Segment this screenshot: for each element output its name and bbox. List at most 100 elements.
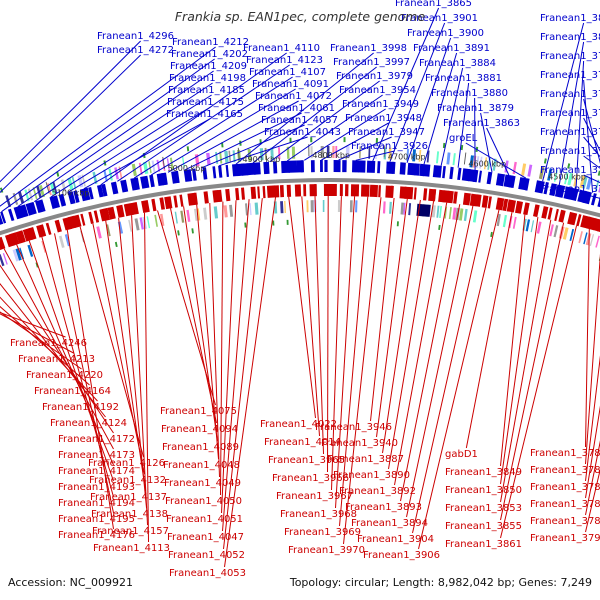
forward-gene-label: Franean1_3926 — [351, 141, 428, 152]
reverse-gene-label: Franean1_4048 — [163, 460, 240, 471]
genome-summary-text: Topology: circular; Length: 8,982,042 bp… — [289, 576, 592, 589]
forward-gene-label: Franean1_4272 — [97, 45, 174, 56]
reverse-gene-label: Franean1_4220 — [26, 370, 103, 381]
forward-gene-connector — [0, 40, 141, 183]
forward-gene-label: Franean1_3884 — [419, 58, 496, 69]
reverse-gene-connector — [0, 305, 90, 386]
reverse-gene-connector — [465, 212, 513, 449]
forward-gene-connector — [1, 58, 215, 213]
reverse-gene-label: Franean1_4172 — [58, 434, 135, 445]
reverse-gene-connector — [288, 196, 317, 419]
reverse-gene-label: Franean1_4051 — [166, 514, 243, 525]
forward-gene-connector — [542, 22, 585, 182]
reverse-gene-connector — [222, 199, 250, 532]
reverse-gene-label: Franean1_4094 — [161, 424, 238, 435]
reverse-gene-connector — [500, 219, 552, 503]
reverse-gene-connector — [400, 204, 461, 502]
forward-gene-connector — [465, 142, 527, 179]
reverse-gene-connector — [105, 220, 147, 492]
reverse-gene-label: Franean1_3940 — [321, 438, 398, 449]
reverse-gene-label: Franean1_4213 — [18, 354, 95, 365]
reverse-gene-label: Franean1_4047 — [167, 532, 244, 543]
reverse-gene-connector — [412, 207, 487, 534]
forward-gene-connector — [583, 98, 600, 164]
forward-gene-label: Franean1_3997 — [333, 57, 410, 68]
forward-gene-connector — [583, 79, 594, 193]
scale-label: 4600 kbp — [468, 159, 506, 168]
reverse-gene-label: Franean1_3887 — [327, 454, 404, 465]
reverse-gene-label: Franean1_4194 — [58, 498, 135, 509]
reverse-gene-label: gabD1 — [445, 449, 478, 460]
forward-gene-connector — [252, 66, 377, 164]
forward-gene-connector — [575, 60, 585, 189]
reverse-gene-connector — [500, 214, 526, 467]
reverse-gene-connector — [0, 311, 82, 370]
reverse-gene-label: Franean1_3853 — [445, 503, 522, 514]
reverse-gene-label: Franean1_4157 — [92, 526, 169, 537]
forward-gene-label: Franean1_3798 — [540, 51, 600, 62]
reverse-gene-connector — [221, 200, 237, 514]
reverse-gene-label: Franean1_4193 — [58, 482, 135, 493]
reverse-gene-connector — [0, 311, 66, 338]
reverse-gene-connector — [500, 217, 539, 485]
forward-gene-connector — [167, 100, 299, 173]
forward-gene-label: Franean1_3901 — [401, 13, 478, 24]
reverse-gene-label: Franean1_4195 — [58, 514, 135, 525]
accession-text: Accession: NC_009921 — [8, 576, 133, 589]
reverse-gene-connector — [376, 198, 408, 438]
reverse-gene-connector — [585, 228, 590, 448]
reverse-gene-label: Franean1_3968 — [280, 509, 357, 520]
reverse-gene-connector — [418, 209, 500, 550]
scale-label: 4500 kbp — [548, 173, 586, 182]
reverse-gene-label: Franean1_3969 — [284, 527, 361, 538]
reverse-gene-label: Franean1_4124 — [50, 418, 127, 429]
forward-gene-connector — [480, 112, 493, 173]
forward-gene-label: Franean1_4043 — [264, 127, 341, 138]
forward-gene-label: Franean1_4091 — [252, 79, 329, 90]
forward-gene-label: Franean1_3863 — [443, 118, 520, 129]
forward-gene-label: Franean1_3792 — [540, 127, 600, 138]
reverse-gene-label: Franean1_4176 — [58, 530, 135, 541]
reverse-gene-label: Franean1_3855 — [445, 521, 522, 532]
reverse-gene-label: Franean1_4014 — [264, 437, 341, 448]
forward-gene-connector — [150, 88, 296, 176]
forward-gene-label: Franean1_3791 — [540, 146, 600, 157]
reverse-gene-label: Franean1_4053 — [169, 568, 246, 579]
reverse-gene-label: Franean1_4137 — [90, 492, 167, 503]
reverse-gene-label: Franean1_3966 — [272, 473, 349, 484]
forward-gene-label: Franean1_4107 — [249, 67, 326, 78]
scale-label: 4800 kbp — [312, 151, 350, 160]
reverse-gene-label: Franean1_3970 — [288, 545, 365, 556]
forward-gene-connector — [321, 122, 389, 161]
reverse-gene-connector — [144, 212, 150, 543]
reverse-gene-label: Franean1_4126 — [88, 458, 165, 469]
reverse-gene-connector — [406, 205, 474, 518]
reverse-gene-connector — [183, 206, 219, 442]
forward-gene-label: Franean1_4209 — [170, 61, 247, 72]
forward-gene-label: Franean1_3795 — [540, 108, 600, 119]
reverse-gene-connector — [335, 196, 356, 509]
reverse-gene-label: Franean1_4050 — [165, 496, 242, 507]
reverse-gene-label: Franean1_3890 — [333, 470, 410, 481]
forward-gene-label: Franean1_4296 — [97, 31, 174, 42]
forward-gene-label: Franean1_4061 — [258, 103, 335, 114]
forward-gene-connector — [389, 22, 446, 162]
forward-gene-label: Franean1_3801 — [540, 13, 600, 24]
forward-gene-connector — [440, 67, 464, 166]
reverse-gene-label: Franean1_3965 — [268, 455, 345, 466]
reverse-gene-connector — [0, 313, 74, 354]
forward-gene-connector — [67, 106, 211, 194]
forward-gene-label: Franean1_3891 — [413, 43, 490, 54]
forward-gene-label: Franean1_3947 — [348, 127, 425, 138]
forward-gene-connector — [201, 124, 305, 169]
forward-gene-label: Franean1_4198 — [169, 73, 246, 84]
reverse-gene-label: Franean1_4022 — [260, 419, 337, 430]
forward-gene-connector — [0, 46, 216, 207]
reverse-gene-label: Franean1_3946 — [315, 422, 392, 433]
forward-gene-connector — [583, 136, 600, 158]
forward-gene-connector — [583, 117, 600, 152]
forward-gene-label: groEL — [449, 133, 478, 144]
forward-gene-label: Franean1_4123 — [246, 55, 323, 66]
forward-gene-connector — [83, 118, 210, 190]
forward-gene-connector — [338, 136, 392, 161]
